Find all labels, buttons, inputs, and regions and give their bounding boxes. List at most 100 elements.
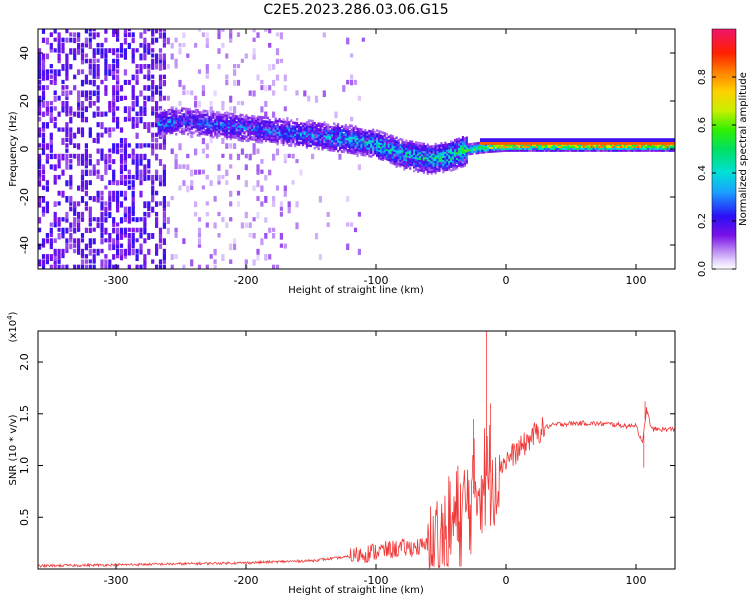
spectrogram-cell [448, 144, 451, 148]
spectrogram-cell [444, 162, 447, 166]
spectrogram-cell [151, 206, 155, 213]
spectrogram-cell [88, 217, 92, 223]
spectrogram-cell [420, 169, 424, 172]
spectrogram-cell [241, 135, 244, 138]
spectrogram-cell [57, 174, 61, 180]
spectrogram-cell [352, 142, 355, 145]
spectrogram-cell [233, 136, 236, 139]
spectrogram-cell [147, 174, 151, 181]
spectrogram-cell [248, 233, 252, 238]
spectrogram-cell [418, 142, 422, 145]
spectrogram-cell [346, 139, 349, 143]
spectrogram-cell [73, 222, 77, 228]
spectrogram-cell [438, 161, 441, 165]
spectrogram-cell [249, 135, 252, 139]
spectrogram-cell [41, 69, 46, 76]
spectrogram-cell [221, 119, 225, 123]
spectrogram-cell [143, 29, 147, 34]
spectrogram-cell [88, 259, 92, 264]
spectrogram-cell [524, 145, 527, 148]
spectrogram-cell [545, 145, 548, 148]
spectrogram-cell [245, 125, 248, 129]
spectrogram-cell [212, 135, 215, 139]
spectrogram-cell [41, 64, 46, 71]
spectrogram-cell [413, 154, 416, 157]
spectrogram-cell [438, 148, 441, 151]
spectrogram-cell [245, 116, 248, 119]
spectrogram-cell [200, 111, 203, 114]
spectrogram-cell [350, 138, 353, 141]
spectrogram-cell [217, 64, 221, 70]
spectrogram-cell [424, 145, 427, 148]
spectrogram-cell [668, 147, 671, 150]
spectrogram-cell [337, 142, 340, 145]
spectrogram-cell [119, 53, 124, 58]
spectrogram-cell [313, 125, 316, 129]
spectrogram-cell [493, 144, 496, 147]
spectrogram-cell [457, 145, 461, 148]
spectrogram-cell [430, 166, 433, 170]
spectrogram-cell [533, 147, 537, 150]
spectrogram-cell [442, 147, 445, 151]
spectrogram-cell [123, 180, 127, 186]
spectrogram-cell [264, 174, 268, 181]
spectrogram-cell [268, 169, 272, 176]
spectrogram-cell [344, 141, 347, 144]
spectrogram-cell [287, 201, 291, 207]
spectrogram-cell [438, 155, 441, 159]
spectrogram-cell [92, 53, 96, 59]
spectrogram-cell [598, 149, 601, 152]
spectrogram-cell [88, 64, 92, 70]
spectrogram-cell [221, 117, 225, 121]
spectrogram-cell [245, 120, 248, 123]
spectrogram-cell [298, 127, 301, 131]
spectrogram-cell [127, 116, 131, 122]
spectrogram-cell [415, 147, 418, 150]
spectrogram-cell [204, 121, 207, 124]
spectrogram-cell [61, 137, 65, 145]
spectrogram-cell [245, 123, 248, 127]
spectrogram-cell [38, 259, 42, 267]
spectrogram-cell [551, 145, 554, 148]
spectrogram-cell [229, 201, 233, 207]
spectrogram-cell [393, 139, 396, 143]
spectrogram-cell [108, 211, 112, 219]
spectrogram-cell [184, 119, 188, 122]
spectrogram-cell [418, 147, 422, 151]
spectrogram-cell [276, 127, 279, 131]
spectrogram-cell [223, 115, 227, 119]
spectrogram-cell [571, 145, 574, 148]
spectrogram-cell [344, 145, 347, 148]
spectrogram-cell [192, 121, 195, 125]
spectrogram-cell [356, 131, 359, 135]
spectrogram-cell [155, 190, 159, 196]
spectrogram-cell [325, 134, 328, 138]
spectrogram-cell [92, 111, 96, 118]
spectrogram-cell [41, 132, 46, 138]
spectrogram-cell [411, 150, 414, 153]
spectrogram-cell [194, 42, 198, 48]
spectrogram-cell [348, 139, 351, 143]
spectrogram-cell [335, 139, 338, 143]
spectrogram-cell [489, 146, 492, 150]
spectrogram-cell [57, 111, 61, 117]
spectrogram-cell [287, 206, 291, 214]
spectrogram-cell [329, 139, 332, 142]
spectrogram-cell [161, 123, 164, 126]
spectrogram-cell [229, 116, 232, 120]
spectrogram-cell [407, 143, 410, 147]
spectrogram-cell [354, 136, 357, 140]
spectrogram-cell [356, 146, 359, 150]
spectrogram-cell [131, 85, 135, 92]
spectrogram-cell [311, 129, 314, 132]
spectrogram-cell [266, 130, 269, 133]
spectrogram-cell [197, 29, 202, 32]
spectrogram-cell [221, 129, 225, 132]
spectrogram-cell [452, 166, 455, 170]
spectrogram-cell [352, 138, 355, 142]
spectrogram-cell [186, 153, 190, 159]
spectrogram-cell [313, 129, 316, 133]
spectrogram-cell [284, 120, 287, 124]
spectrogram-cell [247, 126, 250, 129]
spectrogram-cell [214, 126, 217, 129]
